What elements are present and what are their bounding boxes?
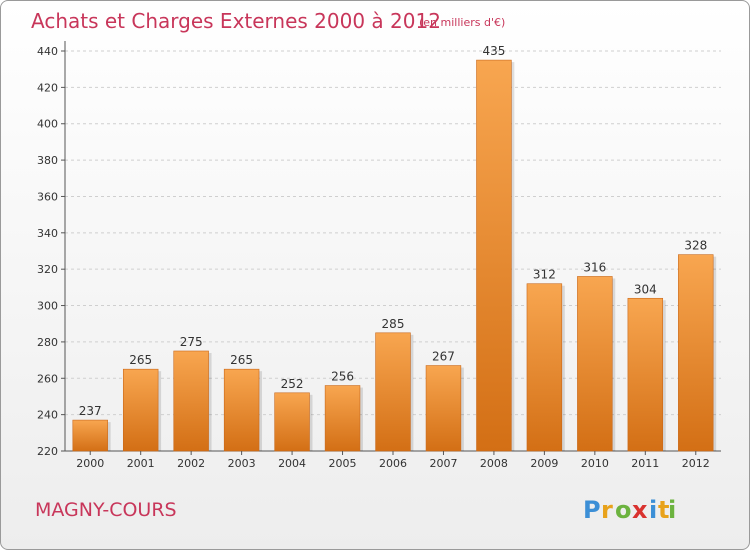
bar-rect bbox=[577, 276, 613, 452]
y-tick-label: 360 bbox=[37, 190, 58, 203]
chart-title: Achats et Charges Externes 2000 à 2012 bbox=[31, 9, 441, 33]
x-tick-label-2002: 2002 bbox=[177, 457, 205, 470]
y-tick-label: 280 bbox=[37, 336, 58, 349]
bar-2002 bbox=[173, 350, 212, 452]
bar-rect bbox=[122, 368, 159, 452]
value-label-2012: 328 bbox=[684, 239, 707, 253]
y-tick-label: 220 bbox=[37, 445, 58, 458]
y-tick-label: 240 bbox=[37, 409, 58, 422]
y-tick-label: 320 bbox=[37, 263, 58, 276]
y-tick-label: 260 bbox=[37, 372, 58, 385]
logo-letter: i bbox=[668, 496, 676, 524]
bar-2008 bbox=[476, 59, 515, 452]
value-label-2004: 252 bbox=[281, 377, 304, 391]
bar-rect bbox=[425, 365, 462, 452]
chart-unit: (en milliers d'€) bbox=[419, 16, 505, 29]
bar-2010 bbox=[577, 276, 616, 452]
logo-letter: t bbox=[658, 496, 669, 524]
bar-rect bbox=[375, 332, 411, 452]
bar-2001 bbox=[122, 368, 162, 452]
logo-letter: i bbox=[649, 496, 657, 524]
value-label-2008: 435 bbox=[482, 44, 505, 58]
value-label-2005: 256 bbox=[331, 370, 354, 384]
value-label-2001: 265 bbox=[129, 353, 152, 367]
value-label-2007: 267 bbox=[432, 350, 455, 364]
x-tick-label-2003: 2003 bbox=[228, 457, 256, 470]
bar-rect bbox=[274, 392, 310, 452]
bar-rect bbox=[526, 283, 563, 452]
y-tick-labels: 220 240 260 280 300 320 340 360 380 400 420 440 bbox=[37, 45, 65, 458]
x-tick-label-2011: 2011 bbox=[631, 457, 659, 470]
value-label-2002: 275 bbox=[180, 335, 203, 349]
y-tick-label: 400 bbox=[37, 118, 58, 131]
bar-rect bbox=[627, 297, 664, 452]
x-tick-label-2012: 2012 bbox=[682, 457, 710, 470]
x-tick-label-2005: 2005 bbox=[329, 457, 357, 470]
value-label-2011: 304 bbox=[634, 282, 657, 296]
bar-rect bbox=[72, 419, 108, 452]
x-tick-label-2006: 2006 bbox=[379, 457, 407, 470]
y-tick-label: 380 bbox=[37, 154, 58, 167]
value-label-2010: 316 bbox=[583, 260, 606, 274]
value-label-2006: 285 bbox=[382, 317, 405, 331]
x-tick-label-2000: 2000 bbox=[76, 457, 104, 470]
bar-rect bbox=[173, 350, 209, 452]
bar-2007 bbox=[425, 365, 464, 452]
bar-rect bbox=[223, 368, 260, 452]
y-tick-label: 300 bbox=[37, 300, 58, 313]
x-tick-label-2010: 2010 bbox=[581, 457, 609, 470]
x-tick-label-2001: 2001 bbox=[127, 457, 155, 470]
bars: 237 265 275 265 252 256 285 267 435 312 316 304 328 bbox=[72, 44, 717, 452]
bar-rect bbox=[476, 59, 512, 452]
logo-letter: r bbox=[601, 496, 613, 524]
bar-rect bbox=[678, 254, 714, 452]
bar-2003 bbox=[223, 368, 263, 452]
logo-letter: x bbox=[632, 496, 648, 524]
bar-2006 bbox=[375, 332, 414, 452]
bar-2012 bbox=[678, 254, 717, 452]
x-tick-label-2009: 2009 bbox=[530, 457, 558, 470]
bar-2004 bbox=[274, 392, 313, 452]
x-tick-label-2004: 2004 bbox=[278, 457, 306, 470]
bar-2009 bbox=[526, 283, 565, 452]
bar-2000 bbox=[72, 419, 111, 452]
bar-2005 bbox=[324, 385, 363, 452]
x-tick-labels: 2000 2001 2002 2003 2004 2005 2006 2007 2008 2009… bbox=[76, 451, 710, 470]
value-label-2009: 312 bbox=[533, 268, 556, 282]
y-tick-label: 440 bbox=[37, 45, 58, 58]
logo-letter: P bbox=[583, 496, 601, 524]
y-tick-label: 420 bbox=[37, 81, 58, 94]
bar-2011 bbox=[627, 297, 666, 452]
bar-rect bbox=[324, 385, 361, 452]
value-label-2003: 265 bbox=[230, 353, 253, 367]
value-label-2000: 237 bbox=[79, 404, 102, 418]
x-tick-label-2008: 2008 bbox=[480, 457, 508, 470]
x-tick-label-2007: 2007 bbox=[429, 457, 457, 470]
logo-letter: o bbox=[615, 496, 632, 524]
y-tick-label: 340 bbox=[37, 227, 58, 240]
commune-name: MAGNY-COURS bbox=[35, 499, 177, 521]
